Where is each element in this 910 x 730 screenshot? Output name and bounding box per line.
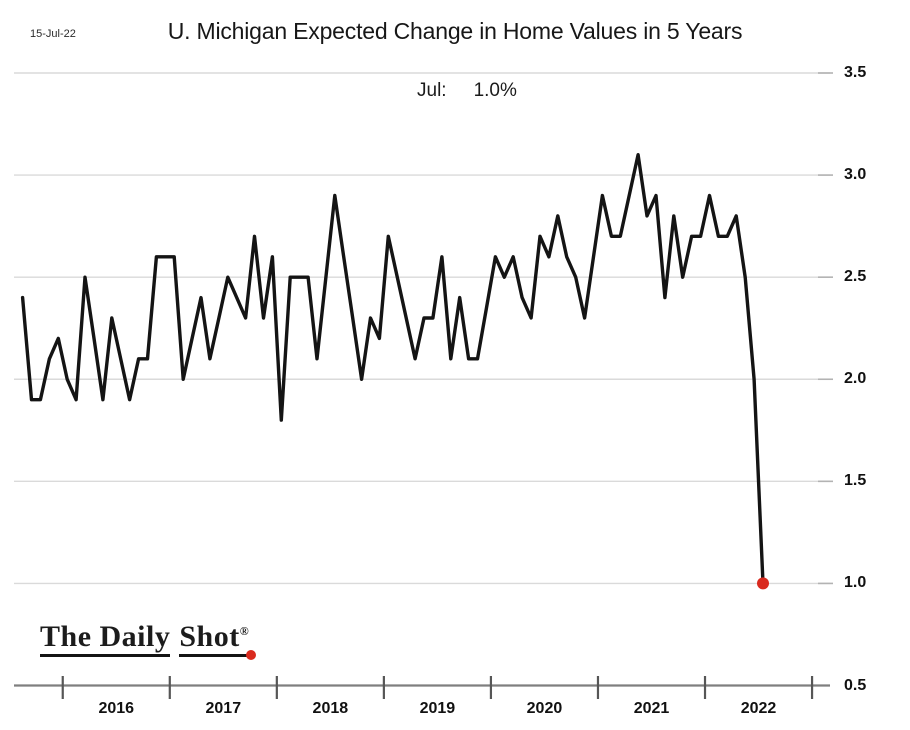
x-axis-year-label: 2019 xyxy=(419,700,456,717)
last-point-marker xyxy=(757,577,769,590)
x-axis-year-label: 2016 xyxy=(98,700,135,717)
daily-shot-logo: The Daily Shot® xyxy=(40,620,257,660)
x-axis-year-label: 2021 xyxy=(633,700,670,717)
latest-value-annotation: Jul: 1.0% xyxy=(417,80,517,102)
y-axis-label: 1.5 xyxy=(844,472,867,490)
chart-title: U. Michigan Expected Change in Home Valu… xyxy=(167,18,743,44)
y-axis-label: 0.5 xyxy=(844,676,867,694)
logo-red-dot-icon xyxy=(246,650,257,660)
x-axis-year-label: 2022 xyxy=(740,700,777,717)
x-axis-year-label: 2018 xyxy=(312,700,349,717)
x-axis-year-label: 2020 xyxy=(526,700,563,717)
y-axis-label: 3.0 xyxy=(844,166,867,184)
registered-mark: ® xyxy=(239,624,250,638)
series-line xyxy=(20,152,765,586)
date-stamp: 15-Jul-22 xyxy=(30,28,76,40)
annotation-month-label: Jul: xyxy=(417,80,447,101)
y-axis-label: 3.5 xyxy=(844,64,867,81)
y-axis-label: 1.0 xyxy=(844,574,867,592)
y-axis-label: 2.0 xyxy=(844,370,867,388)
x-axis-year-label: 2017 xyxy=(205,700,242,717)
logo-text-shot: Shot® xyxy=(179,620,257,660)
logo-text-the-daily: The Daily xyxy=(40,620,171,657)
y-axis-label: 2.5 xyxy=(844,268,867,286)
annotation-value: 1.0% xyxy=(473,80,517,101)
